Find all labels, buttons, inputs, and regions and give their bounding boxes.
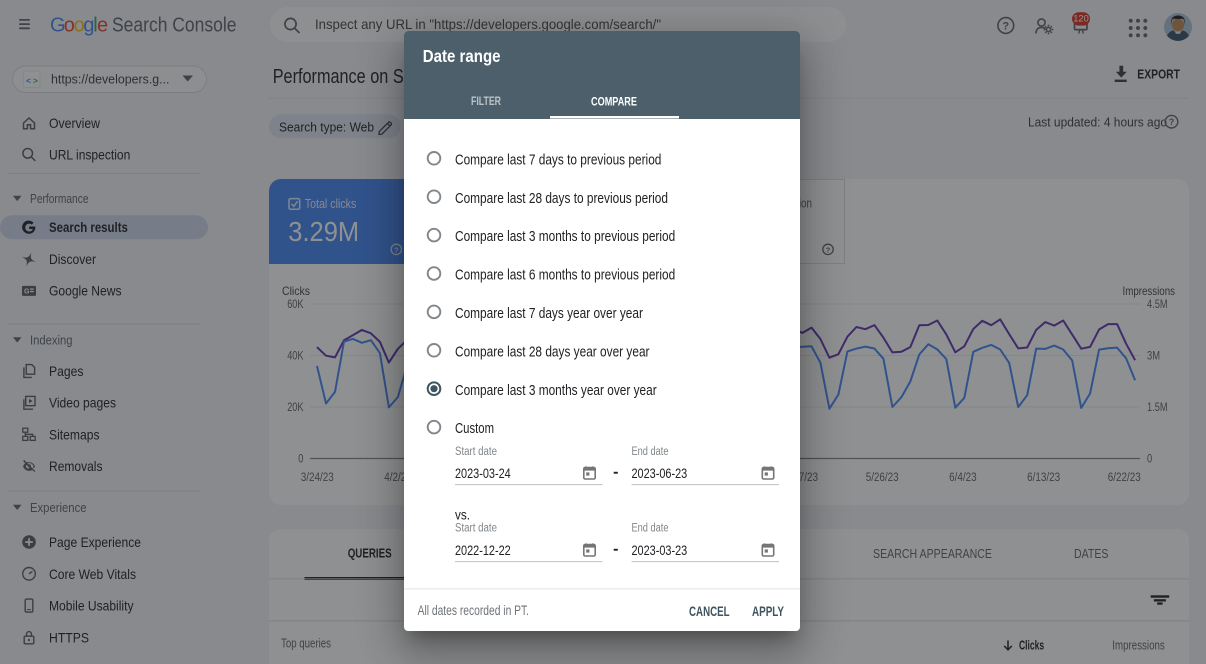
svg-text:All dates recorded in PT.: All dates recorded in PT.: [418, 603, 529, 618]
svg-text:Compare last 7 days to previou: Compare last 7 days to previous period: [455, 152, 661, 168]
svg-text:End date: End date: [632, 446, 669, 458]
svg-text:Start date: Start date: [455, 523, 497, 535]
svg-text:Start date: Start date: [455, 446, 497, 458]
svg-text:2023-06-23: 2023-06-23: [632, 466, 688, 481]
svg-text:vs.: vs.: [455, 507, 470, 523]
svg-text:Compare last 3 months to previ: Compare last 3 months to previous period: [455, 229, 675, 245]
svg-text:2022-12-22: 2022-12-22: [455, 543, 511, 558]
svg-text:Compare last 3 months year ove: Compare last 3 months year over year: [455, 383, 657, 399]
svg-text:2023-03-23: 2023-03-23: [632, 543, 688, 558]
svg-text:Date range: Date range: [423, 46, 501, 66]
svg-text:CANCEL: CANCEL: [689, 603, 730, 619]
svg-text:2023-03-24: 2023-03-24: [455, 466, 511, 481]
svg-text:COMPARE: COMPARE: [591, 95, 637, 109]
svg-text:Compare last 28 days to previo: Compare last 28 days to previous period: [455, 191, 668, 207]
svg-text:Compare last 6 months to previ: Compare last 6 months to previous period: [455, 268, 675, 284]
svg-text:FILTER: FILTER: [471, 94, 501, 108]
svg-text:Custom: Custom: [455, 421, 494, 437]
svg-text:End date: End date: [632, 523, 669, 535]
svg-text:APPLY: APPLY: [752, 603, 784, 619]
svg-text:Compare last 7 days year over: Compare last 7 days year over year: [455, 306, 643, 322]
svg-text:Compare last 28 days year over: Compare last 28 days year over year: [455, 344, 650, 360]
